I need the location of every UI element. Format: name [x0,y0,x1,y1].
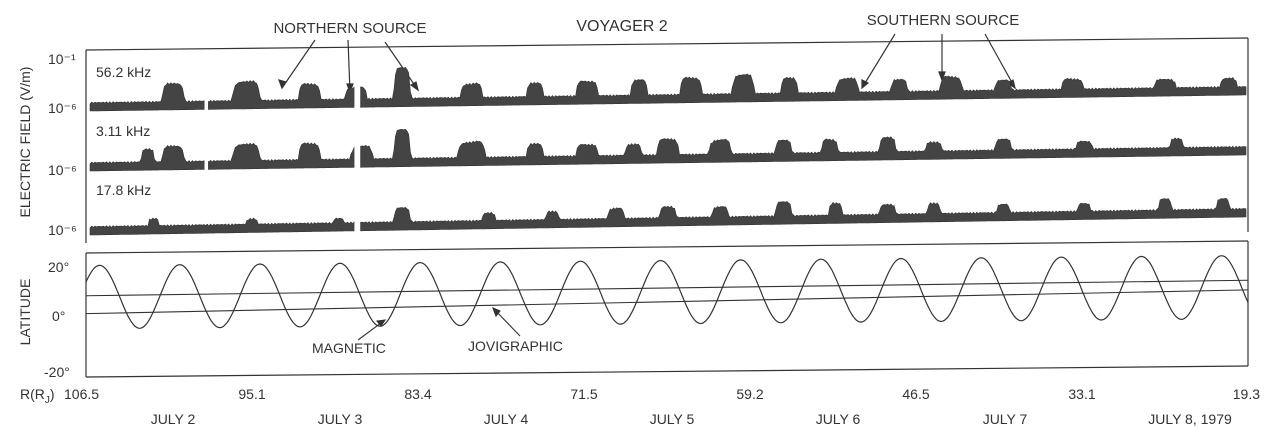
magnetic-label-arrowhead [375,319,387,327]
southern-arrow-3 [984,33,1016,89]
efield-trace-panel-3 [89,197,1247,236]
reference-line [85,289,1249,315]
jovigraphic-series-label: JOVIGRAPHIC [468,338,563,354]
northern-arrowhead-1 [278,79,287,90]
northern-arrow-3 [384,41,419,91]
efield-data-gap [354,64,361,115]
latitude-ytick-neg20: -20° [44,364,70,380]
latitude-label-arrows [357,306,521,341]
efield-data-gap [354,187,361,238]
southern-arrowhead-1 [861,79,870,90]
date-label: JULY 8, 1979 [1148,411,1232,427]
chart-title: VOYAGER 2 [576,18,667,35]
date-label: JULY 7 [983,411,1028,427]
date-labels: JULY 2 JULY 3 JULY 4 JULY 5 JULY 6 JULY 7 JULY… [151,411,1232,427]
efield-traces [89,64,1247,238]
latitude-panel-frame [85,240,1249,378]
x-tick-label: 83.4 [404,386,431,402]
magnetic-series-label: MAGNETIC [312,340,386,356]
latitude-ytick-0: 0° [52,308,65,324]
latitude-bottom-border [85,365,1249,378]
panel1-frequency-label: 56.2 kHz [96,64,151,80]
latitude-ylabel: LATITUDE [17,279,33,346]
panel3-ytick-base: 10⁻⁶ [48,222,77,238]
x-tick-label: 106.5 [64,386,99,402]
x-axis-label: R(RJ) [20,386,55,406]
magnetic-latitude-line [85,255,1249,329]
northern-source-annotation: NORTHERN SOURCE [273,20,426,37]
x-tick-label: 59.2 [736,386,763,402]
northern-arrowhead-3 [409,81,419,92]
efield-trace-panel-2 [89,128,1247,172]
x-tick-label: 46.5 [902,386,929,402]
efield-data-gap [204,66,209,117]
panel3-frequency-label: 17.8 kHz [96,182,151,198]
efield-top-border [85,37,1249,51]
efield-data-gap [354,124,361,175]
latitude-plot [85,255,1249,329]
northern-arrow-2 [347,39,351,93]
panel2-frequency-label: 3.11 kHz [96,123,150,139]
panel2-ytick-base: 10⁻⁶ [48,162,77,178]
date-label: JULY 5 [650,411,695,427]
southern-source-annotation: SOUTHERN SOURCE [867,12,1020,29]
date-label: JULY 2 [151,411,196,427]
panel1-ytick-base: 10⁻⁶ [48,100,77,116]
efield-data-gap [204,126,209,177]
x-tick-label: 95.1 [238,386,265,402]
x-tick-label: 19.3 [1233,386,1260,402]
jovigraphic-label-arrowhead [492,306,501,318]
efield-trace-panel-1 [89,67,1247,112]
x-tick-label: 71.5 [570,386,597,402]
efield-panel-frame [85,37,1249,243]
efield-ylabel: ELECTRIC FIELD (V/m) [17,67,33,218]
x-tick-labels: 106.5 95.1 83.4 71.5 59.2 46.5 33.1 19.3 [64,386,1260,402]
panel1-ytick-top: 10⁻¹ [48,51,76,67]
latitude-top-border [85,240,1249,254]
southern-arrow-1 [861,33,896,89]
date-label: JULY 4 [484,411,529,427]
date-label: JULY 6 [816,411,861,427]
latitude-ytick-20: 20° [48,259,69,275]
date-label: JULY 3 [318,411,363,427]
southern-arrowhead-2 [938,71,946,82]
x-tick-label: 33.1 [1068,386,1095,402]
